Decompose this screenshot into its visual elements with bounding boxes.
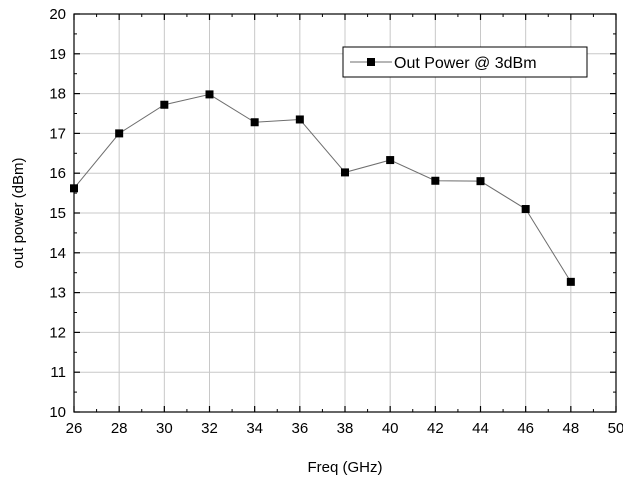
y-tick-label-15: 15	[49, 205, 66, 222]
data-point-30	[160, 100, 169, 109]
y-tick-label-12: 12	[49, 324, 66, 341]
data-point-46	[521, 205, 530, 214]
y-tick-label-18: 18	[49, 86, 66, 103]
data-point-42	[431, 176, 440, 185]
x-tick-label-40: 40	[382, 420, 399, 437]
axis-ticks	[73, 13, 617, 413]
x-tick-label-46: 46	[517, 420, 534, 437]
y-tick-label-11: 11	[50, 364, 66, 381]
y-tick-labels: 10 11 12 13 14 15 16 17 18 19 20	[49, 6, 66, 421]
data-point-28	[115, 129, 124, 138]
y-axis-title: out power (dBm)	[10, 158, 27, 269]
data-point-32	[205, 90, 214, 99]
legend-label: Out Power @ 3dBm	[394, 55, 537, 72]
x-tick-label-44: 44	[472, 420, 489, 437]
y-tick-label-10: 10	[49, 404, 66, 421]
y-tick-label-14: 14	[49, 245, 66, 262]
x-tick-label-42: 42	[427, 420, 444, 437]
x-tick-label-34: 34	[246, 420, 263, 437]
y-tick-label-13: 13	[49, 285, 66, 302]
data-point-40	[386, 156, 395, 165]
legend-marker-square	[367, 58, 375, 66]
x-tick-label-36: 36	[291, 420, 308, 437]
x-tick-label-30: 30	[156, 420, 173, 437]
x-tick-label-48: 48	[562, 420, 579, 437]
x-tick-label-32: 32	[201, 420, 218, 437]
data-point-36	[295, 115, 304, 124]
data-point-34	[250, 118, 259, 127]
data-point-38	[341, 168, 349, 177]
x-tick-label-50: 50	[608, 420, 623, 437]
x-axis-title: Freq (GHz)	[308, 459, 383, 476]
x-tick-label-28: 28	[111, 420, 128, 437]
x-tick-label-26: 26	[66, 420, 83, 437]
y-tick-label-19: 19	[49, 46, 66, 63]
y-tick-label-16: 16	[49, 165, 66, 182]
x-tick-label-38: 38	[337, 420, 354, 437]
x-tick-labels: 26 28 30 32 34 36 38 40 42 44 46 48 50	[66, 420, 623, 437]
data-point-48	[566, 277, 575, 286]
legend: Out Power @ 3dBm	[342, 46, 588, 78]
series-line	[73, 93, 572, 283]
y-tick-label-17: 17	[49, 125, 66, 142]
data-point-44	[476, 177, 485, 186]
y-tick-label-20: 20	[49, 6, 66, 23]
